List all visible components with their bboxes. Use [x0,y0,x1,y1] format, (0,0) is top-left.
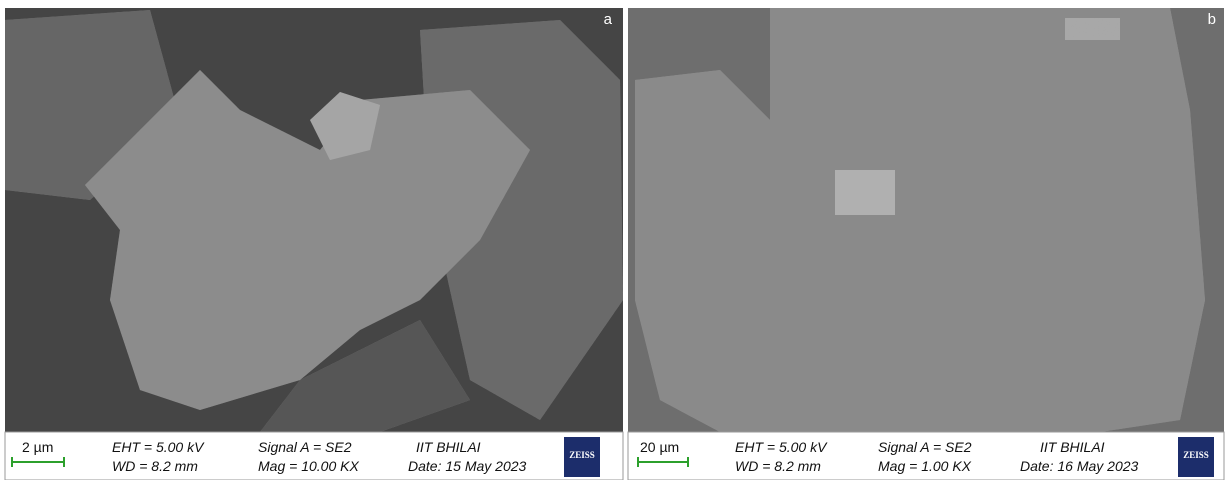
scale-bar-label: 2 µm [22,439,53,455]
magnification: Mag = 1.00 KX [878,458,972,474]
figure: a 2 µm EHT = 5.00 kV WD = 8.2 mm Signal … [0,0,1229,480]
eht: EHT = 5.00 kV [112,439,205,455]
panel-label: a [604,11,613,28]
working-distance: WD = 8.2 mm [735,458,821,474]
sem-image-a [5,8,623,432]
magnification: Mag = 10.00 KX [258,458,359,474]
sem-image-b [628,8,1224,432]
divider [623,0,628,480]
panel-label: b [1208,11,1216,28]
date: Date: 15 May 2023 [408,458,527,474]
institution: IIT BHILAI [1040,439,1105,455]
scale-bar-label: 20 µm [640,439,679,455]
signal: Signal A = SE2 [258,439,352,455]
logo: ZEISS [1183,450,1209,460]
logo: ZEISS [569,450,595,460]
eht: EHT = 5.00 kV [735,439,828,455]
working-distance: WD = 8.2 mm [112,458,198,474]
signal: Signal A = SE2 [878,439,972,455]
institution: IIT BHILAI [416,439,481,455]
date: Date: 16 May 2023 [1020,458,1139,474]
